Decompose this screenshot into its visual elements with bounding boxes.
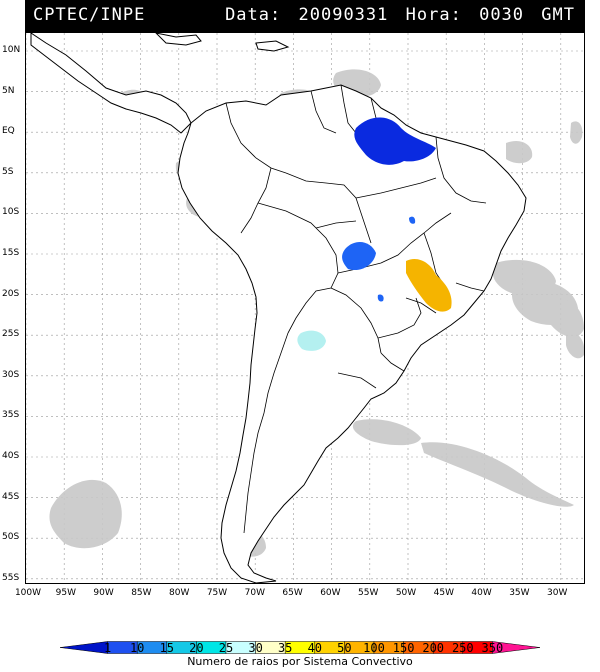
- cloud-patch: [566, 332, 584, 359]
- legend-tick-label: 35: [277, 641, 293, 655]
- cloud-patch: [570, 121, 583, 144]
- border-line: [285, 172, 372, 244]
- lightning-cell: [409, 216, 416, 224]
- border-line: [435, 136, 487, 204]
- legend-tick-label: 50: [337, 641, 352, 655]
- cloud-patch: [421, 442, 574, 507]
- lat-tick-label: 5N: [2, 85, 15, 96]
- lightning-cell: [406, 258, 452, 312]
- lon-tick-label: 85W: [131, 588, 152, 598]
- legend-tick-label: 1: [103, 641, 112, 655]
- caribbean-island: [255, 40, 290, 52]
- border-line: [380, 352, 405, 372]
- color-legend: [59, 641, 541, 654]
- lon-tick-label: 65W: [282, 588, 303, 598]
- lat-tick-label: 25S: [2, 329, 20, 340]
- legend-tick-label: 100: [363, 641, 385, 655]
- lon-tick-label: 95W: [55, 588, 76, 598]
- border-line: [315, 220, 357, 229]
- legend-tick-label: 250: [451, 641, 474, 655]
- border-line: [287, 287, 332, 334]
- legend-tick-label: 350: [481, 641, 504, 655]
- lon-tick-label: 35W: [509, 588, 530, 598]
- border-line: [337, 372, 377, 389]
- lat-tick-label: 30S: [2, 369, 20, 380]
- lightning-cell: [354, 117, 436, 165]
- caribbean-island: [155, 33, 202, 46]
- lightning-cell: [342, 241, 376, 271]
- south-america: [177, 84, 527, 583]
- land-outline: [30, 33, 527, 583]
- lat-tick-label: 10N: [2, 45, 21, 55]
- lat-tick-label: 10S: [2, 207, 20, 218]
- lat-tick-label: 20S: [2, 288, 20, 299]
- map-header: CPTEC/INPE Data: 20090331 Hora: 0030 GMT: [25, 0, 585, 32]
- border-line: [330, 287, 382, 354]
- date-value: 20090331: [298, 5, 389, 25]
- legend-tick-label: 150: [392, 641, 415, 655]
- legend-tick-label: 15: [159, 641, 175, 655]
- central-america: [30, 33, 192, 134]
- border-line: [225, 102, 287, 174]
- legend-tick-label: 10: [129, 641, 145, 655]
- legend-tick-label: 30: [248, 641, 263, 655]
- map-frame: [25, 32, 585, 584]
- time-label: Hora:: [405, 5, 462, 25]
- legend-labels: 1 10 15 20 25 30 35 40 50 100 150 200 250 350: [0, 641, 600, 655]
- legend-tick-label: 200: [422, 641, 445, 655]
- lightning-cell: [297, 330, 326, 351]
- border-line: [405, 297, 437, 314]
- lon-tick-label: 45W: [433, 588, 454, 598]
- convective-systems: [297, 117, 452, 351]
- cloud-patch: [352, 419, 421, 446]
- lat-tick-label: 45S: [2, 491, 20, 502]
- legend-title: Numero de raios por Sistema Convectivo: [187, 655, 413, 668]
- source-label: CPTEC/INPE: [33, 5, 146, 25]
- lon-tick-label: 40W: [471, 588, 492, 598]
- lon-tick-label: 75W: [206, 588, 228, 598]
- date-label: Data:: [225, 5, 282, 25]
- lon-tick-label: 50W: [395, 588, 417, 598]
- lat-tick-label: 55S: [2, 572, 20, 583]
- lat-tick-label: 50S: [2, 532, 20, 543]
- time-value: 0030: [479, 5, 525, 25]
- legend-tick-label: 40: [307, 641, 323, 655]
- lon-tick-label: 90W: [93, 588, 114, 598]
- timezone: GMT: [541, 5, 575, 25]
- legend-tick-label: 20: [189, 641, 204, 655]
- lon-tick-label: 70W: [244, 588, 265, 598]
- lon-tick-label: 55W: [358, 588, 379, 598]
- lon-tick-label: 30W: [547, 588, 568, 598]
- border-line: [243, 332, 289, 534]
- cloud-patch: [546, 299, 584, 338]
- lat-tick-label: 35S: [2, 410, 20, 421]
- lat-tick-label: 5S: [2, 166, 14, 177]
- legend-tick-label: 25: [218, 641, 234, 655]
- map-canvas: [26, 33, 584, 583]
- lon-tick-label: 100W: [14, 588, 42, 598]
- border-line: [340, 84, 357, 134]
- lightning-cell: [377, 294, 384, 302]
- border-line: [355, 177, 437, 199]
- cloud-patch: [49, 479, 122, 549]
- lat-tick-label: 15S: [2, 248, 20, 258]
- lat-tick-label: 40S: [2, 451, 20, 461]
- border-line: [455, 282, 485, 292]
- cloud-patch: [506, 140, 533, 164]
- timestamp: Data: 20090331 Hora: 0030 GMT: [219, 5, 575, 25]
- border-line: [377, 297, 422, 339]
- border-line: [310, 90, 337, 134]
- legend-swatch: [492, 641, 541, 654]
- lon-tick-label: 80W: [169, 588, 190, 598]
- lat-tick-label: EQ: [2, 126, 15, 137]
- lon-tick-label: 60W: [320, 588, 341, 598]
